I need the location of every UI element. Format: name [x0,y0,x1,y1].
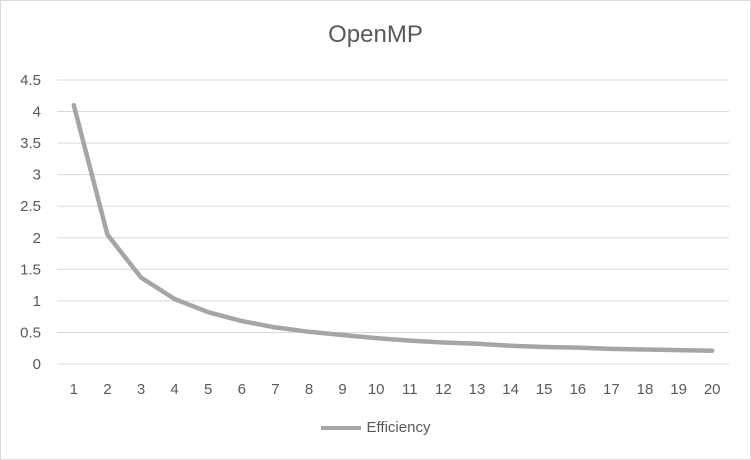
chart-title: OpenMP [328,21,423,48]
y-tick-label: 0 [33,356,41,373]
x-tick-label: 20 [704,381,721,398]
x-tick-label: 8 [305,381,313,398]
x-tick-label: 18 [637,381,654,398]
y-tick-label: 4.5 [20,72,41,89]
y-tick-label: 0.5 [20,324,41,341]
y-tick-label: 2.5 [20,198,41,215]
x-tick-label: 6 [238,381,246,398]
x-tick-label: 13 [469,381,486,398]
legend: Efficiency [1,419,750,436]
x-tick-label: 7 [271,381,279,398]
x-tick-label: 11 [402,381,418,398]
x-tick-label: 1 [70,381,78,398]
x-tick-label: 10 [368,381,385,398]
x-tick-label: 4 [170,381,178,398]
x-tick-label: 12 [435,381,452,398]
y-tick-label: 1 [33,293,41,310]
x-tick-label: 14 [502,381,519,398]
x-tick-label: 3 [137,381,145,398]
y-tick-label: 2 [33,230,41,247]
x-tick-label: 17 [603,381,620,398]
x-tick-label: 5 [204,381,212,398]
x-tick-label: 16 [569,381,586,398]
legend-label-efficiency: Efficiency [366,419,431,436]
legend-swatch-efficiency [320,425,361,430]
x-tick-label: 19 [670,381,687,398]
y-tick-label: 4 [33,104,41,121]
x-tick-label: 9 [338,381,346,398]
series-line-efficiency [71,102,715,353]
y-tick-label: 3.5 [20,135,41,152]
x-tick-label: 15 [536,381,553,398]
y-tick-label: 3 [33,167,41,184]
x-tick-label: 2 [103,381,111,398]
y-tick-label: 1.5 [20,261,41,278]
